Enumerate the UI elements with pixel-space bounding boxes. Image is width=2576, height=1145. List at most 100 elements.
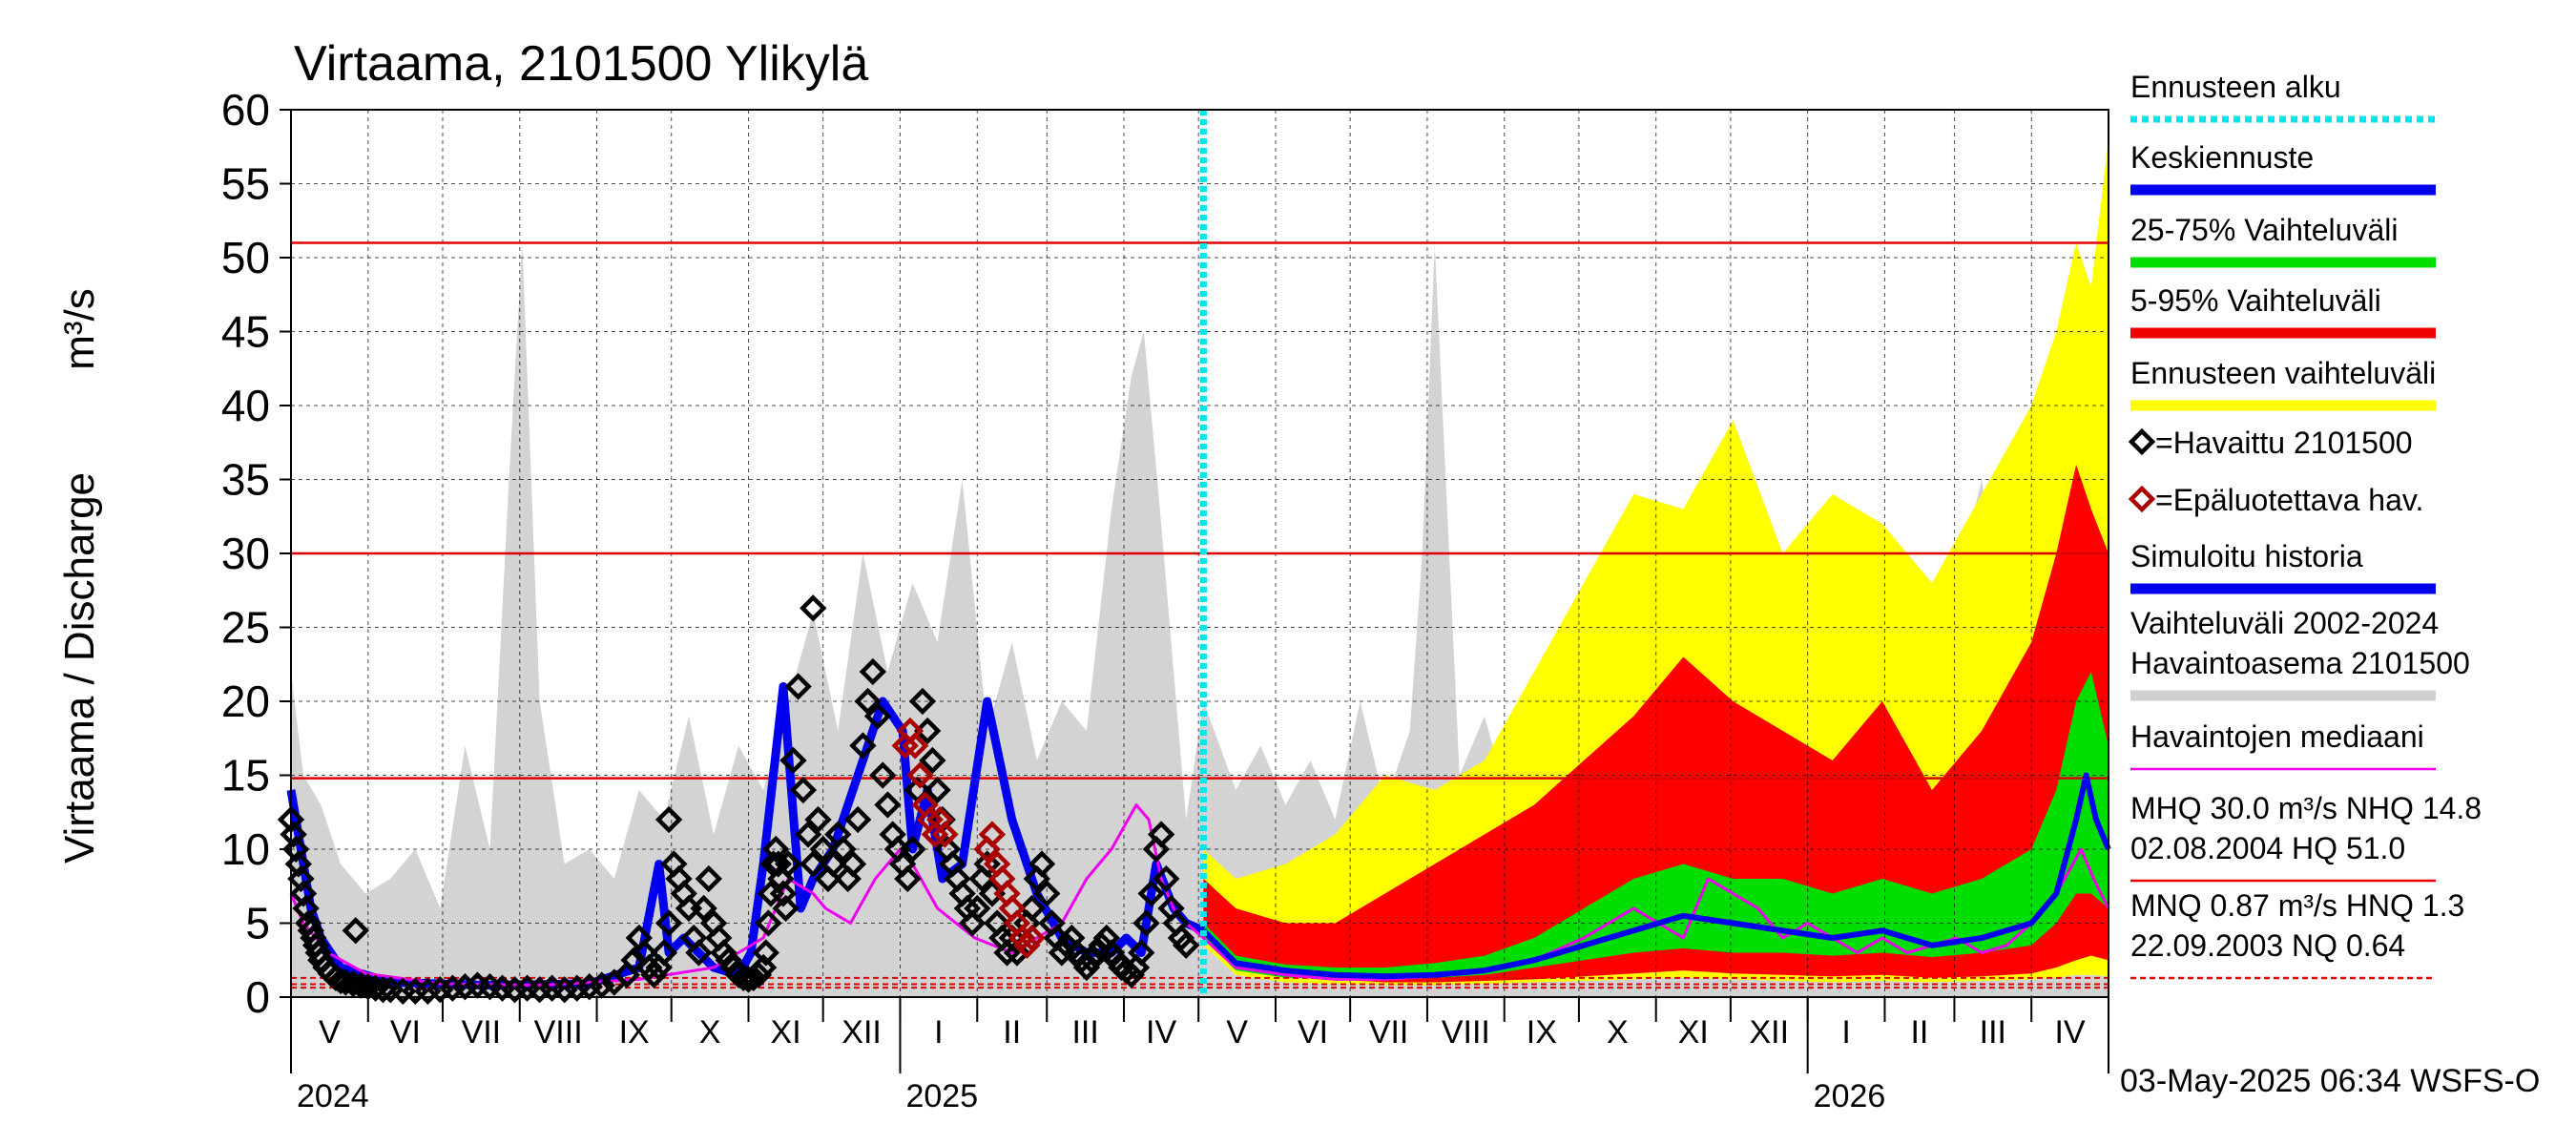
timestamp-footer: 03-May-2025 06:34 WSFS-O	[2120, 1063, 2540, 1099]
y-tick-label: 55	[221, 159, 270, 209]
legend-label: Ennusteen alku	[2130, 70, 2341, 104]
observed-point	[695, 864, 722, 893]
year-label: 2026	[1814, 1078, 1886, 1114]
observed-point	[280, 821, 307, 848]
legend-item: MNQ 0.87 m³/s HNQ 1.3 22.09.2003 NQ 0.64	[2130, 888, 2464, 980]
legend: Ennusteen alku Keskiennuste 25-75% Vaihtel…	[2128, 70, 2482, 980]
observed-point	[764, 850, 792, 878]
month-label: IV	[1146, 1014, 1176, 1051]
observed-point	[735, 966, 762, 993]
observed-point	[784, 673, 812, 700]
month-label: X	[699, 1014, 721, 1051]
observed-point	[854, 687, 882, 716]
month-label: XII	[1749, 1014, 1789, 1051]
observed-point	[654, 909, 683, 937]
legend-label: 5-95% Vaihteluväli	[2130, 283, 2381, 318]
legend-item: Keskiennuste	[2130, 140, 2436, 196]
legend-item: Ennusteen vaihteluväli	[2130, 356, 2436, 411]
observed-point	[819, 850, 847, 878]
month-label: IV	[2055, 1014, 2086, 1051]
month-label: III	[1980, 1014, 2006, 1051]
month-label: IX	[1527, 1014, 1557, 1051]
observed-point	[843, 805, 872, 834]
observed-point	[551, 976, 578, 1004]
observed-point	[761, 835, 790, 864]
legend-item: 5-95% Vaihteluväli	[2130, 283, 2436, 339]
observed-point	[794, 821, 822, 848]
observed-point	[282, 835, 310, 864]
unreliable-point	[901, 732, 929, 760]
month-label: II	[1910, 1014, 1928, 1051]
observed-point	[369, 976, 397, 1004]
observed-point	[859, 657, 886, 686]
legend-label: Vaihteluväli 2002-2024	[2130, 606, 2439, 640]
observed-point	[924, 776, 951, 804]
observed-point	[869, 761, 897, 789]
observed-point	[894, 864, 922, 893]
observed-point	[1018, 894, 1046, 923]
legend-diamond-icon	[2128, 485, 2156, 513]
month-label: IX	[619, 1014, 650, 1051]
month-label: VII	[1369, 1014, 1409, 1051]
legend-label: Ennusteen vaihteluväli	[2130, 356, 2436, 390]
y-tick-label: 10	[221, 824, 270, 874]
month-label: XI	[771, 1014, 801, 1051]
observed-point	[1072, 953, 1101, 982]
month-label: VI	[1298, 1014, 1328, 1051]
unreliable-point	[906, 761, 934, 789]
observed-point	[769, 880, 798, 907]
month-label: XI	[1678, 1014, 1709, 1051]
observed-point	[1137, 880, 1165, 907]
observed-point	[849, 732, 877, 760]
legend-item: =Epäluotettava hav.	[2128, 483, 2423, 517]
observed-point	[908, 687, 937, 716]
observed-point	[1117, 961, 1146, 989]
observed-point	[1147, 821, 1175, 848]
observed-point	[1128, 939, 1155, 967]
forecast-median-line	[1201, 772, 2111, 980]
observed-point	[1077, 947, 1106, 974]
y-tick-label: 0	[245, 972, 270, 1022]
year-label: 2025	[905, 1078, 978, 1114]
observed-point	[685, 939, 713, 967]
legend-label: 02.08.2004 HQ 51.0	[2130, 831, 2405, 865]
observed-point	[650, 939, 678, 967]
legend-item: 25-75% Vaihteluväli	[2130, 213, 2436, 268]
y-tick-label: 60	[221, 85, 270, 135]
legend-label: Havaintojen mediaani	[2130, 719, 2424, 754]
observed-point	[501, 976, 529, 1004]
observed-point	[1172, 931, 1200, 959]
legend-item: Vaihteluväli 2002-2024 Havaintoasema 210…	[2130, 606, 2470, 701]
observed-point	[755, 909, 782, 937]
y-tick-label: 25	[221, 603, 270, 653]
observed-point	[874, 791, 902, 819]
y-tick-label: 35	[221, 455, 270, 505]
observed-point	[640, 961, 668, 989]
y-tick-label: 40	[221, 381, 270, 430]
legend-label: =Havaittu 2101500	[2155, 426, 2413, 460]
year-label: 2024	[297, 1078, 369, 1114]
observed-point	[749, 953, 778, 982]
month-label: VI	[390, 1014, 421, 1051]
legend-item: Ennusteen alku	[2130, 70, 2436, 123]
legend-label: MHQ 30.0 m³/s NHQ 14.8	[2130, 791, 2482, 825]
observed-point	[913, 717, 942, 745]
y-tick-label: 30	[221, 529, 270, 578]
observed-point	[1132, 909, 1160, 937]
observed-point	[800, 850, 827, 878]
month-label: VIII	[534, 1014, 583, 1051]
observed-point	[620, 947, 648, 974]
observed-point	[839, 850, 867, 878]
y-tick-label: 15	[221, 751, 270, 801]
legend-label: Keskiennuste	[2130, 140, 2314, 175]
observed-point	[863, 702, 892, 730]
observed-point	[332, 968, 360, 996]
legend-label: 22.09.2003 NQ 0.64	[2130, 928, 2405, 963]
observed-point	[775, 850, 802, 878]
observed-point	[339, 969, 367, 998]
observed-point	[789, 776, 818, 804]
observed-point	[800, 594, 827, 622]
observed-point	[588, 971, 615, 999]
y-axis-label: Virtaama / Discharge	[56, 472, 103, 864]
